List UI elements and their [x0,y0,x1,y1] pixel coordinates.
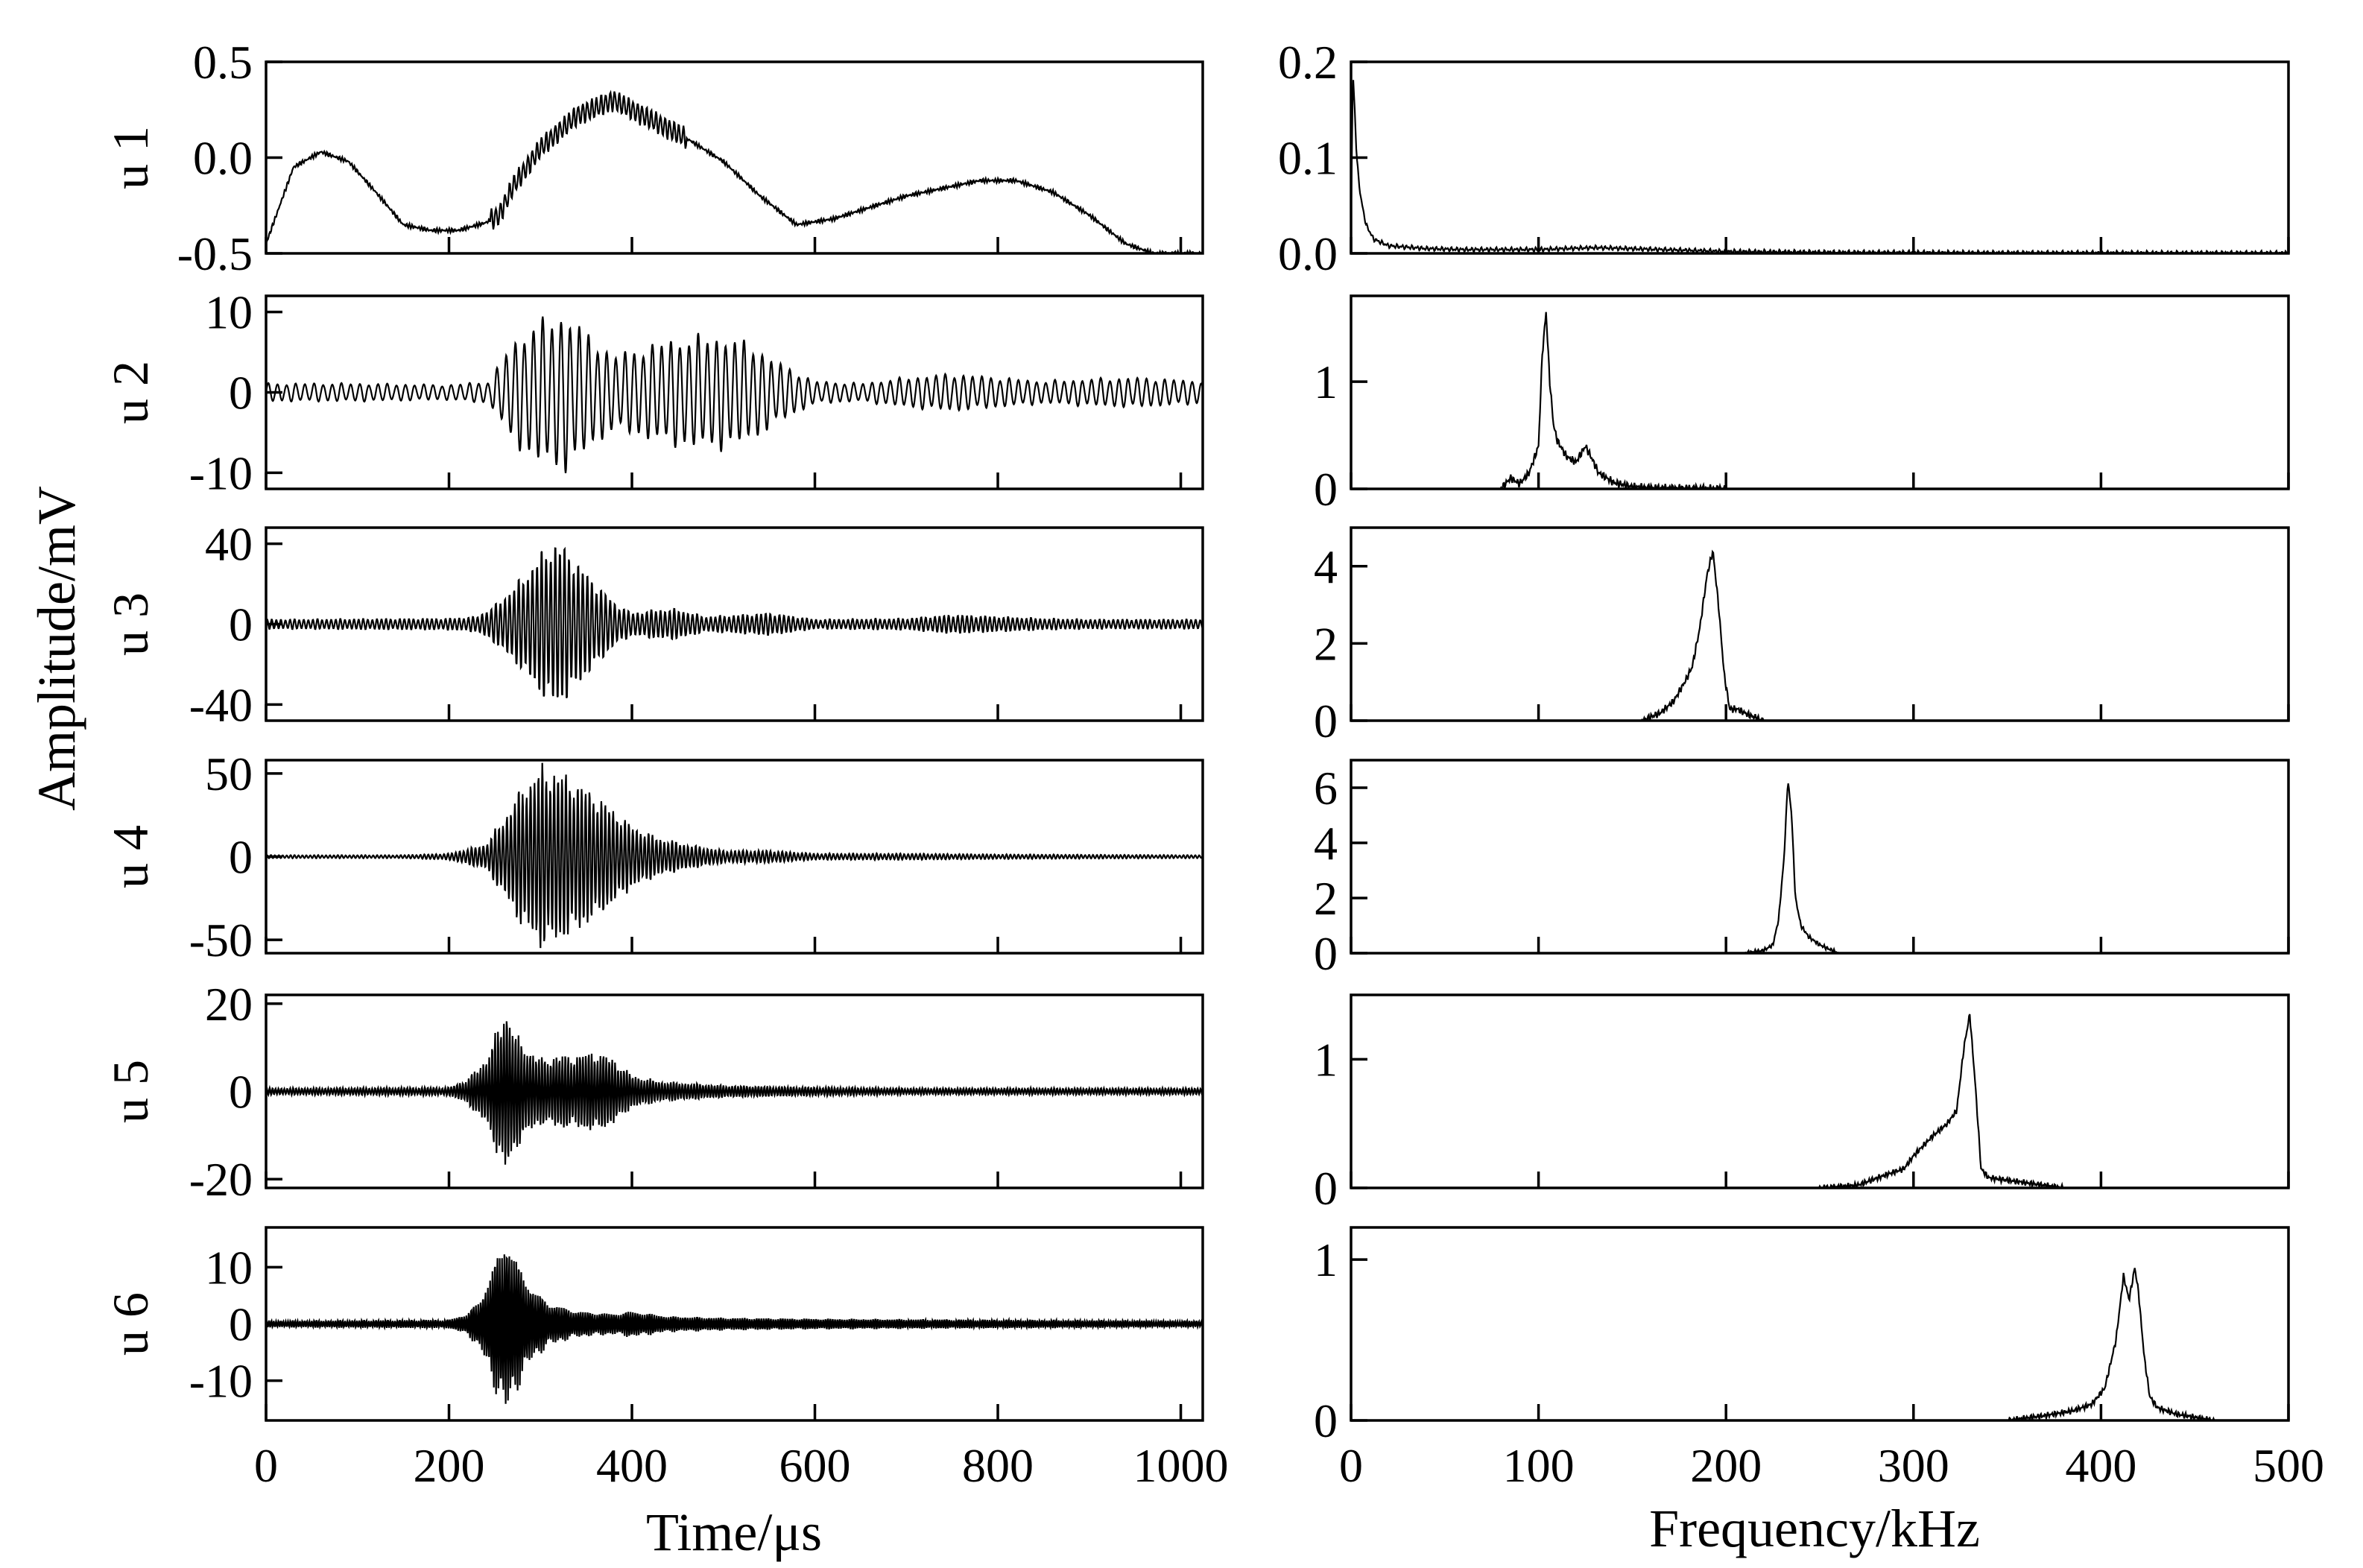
row-label: u 5 [102,1060,159,1123]
plot-frame [1350,993,2290,1189]
x-tick-label: 1000 [1133,1439,1229,1492]
y-tick-label: 0.0 [193,132,253,185]
series-line-time-1 [266,89,1203,253]
row-label: u 2 [102,361,159,424]
y-tick-label: 0 [229,1066,253,1119]
x-tick-label: 0 [254,1439,278,1492]
freq-xlabel: Frequency/kHz [1649,1499,1980,1558]
plot-frame [1350,526,2290,722]
y-tick-label: 0 [229,1298,253,1351]
chart-panel-freq-3: 4 2 0 [1314,526,2290,747]
y-tick-label: 1 [1314,1233,1338,1286]
y-tick-label: 0 [1314,1394,1338,1447]
y-tick-label: 0.2 [1278,36,1338,89]
chart-panel-time-5: 20 0 -20 u 5 [102,978,1204,1206]
y-tick-label: 2 [1314,617,1338,670]
x-tick-label: 400 [596,1439,668,1492]
series-line-time-4 [266,762,1203,949]
y-tick-label: 0 [1314,463,1338,516]
y-tick-label: 10 [205,1241,253,1294]
y-tick-label: -40 [189,678,253,731]
y-tick-label: 50 [205,747,253,800]
chart-panel-freq-6: 0 100 200 300 400 500 1 0 [1314,1226,2324,1492]
shared-ylabel: Amplitude/mV [27,486,86,811]
y-tick-label: 2 [1314,872,1338,925]
series-line-time-5 [266,1021,1203,1165]
series-line-freq-4 [1351,783,2288,953]
x-tick-label: 300 [1878,1439,1949,1492]
y-tick-label: -10 [189,446,253,499]
y-tick-label: 0 [1314,695,1338,747]
y-tick-label: -10 [189,1355,253,1408]
chart-panel-time-3: 40 0 -40 u 3 [102,518,1204,731]
chart-panel-time-4: 50 0 -50 u 4 [102,747,1204,967]
row-label: u 1 [102,126,159,189]
y-tick-label: -20 [189,1153,253,1206]
y-tick-label: 1 [1314,1033,1338,1086]
y-tick-label: 40 [205,518,253,571]
chart-panel-time-1: 0.5 0.0 -0.5 u 1 [102,36,1204,280]
x-tick-label: 400 [2065,1439,2136,1492]
y-tick-label: 4 [1314,540,1338,593]
y-tick-label: 20 [205,978,253,1031]
time-xlabel: Time/μs [646,1502,822,1562]
y-tick-label: 0 [1314,1162,1338,1215]
row-label: u 3 [102,592,159,656]
y-tick-label: -50 [189,914,253,967]
y-tick-label: 0 [229,598,253,651]
series-line-time-3 [266,546,1203,699]
series-line-freq-5 [1351,1014,2288,1188]
y-tick-label: 6 [1314,762,1338,815]
row-label: u 6 [102,1292,159,1356]
y-tick-label: 0 [229,831,253,884]
y-tick-label: 0.1 [1278,132,1338,185]
y-tick-label: 0.0 [1278,227,1338,280]
plot-frame [1350,1226,2290,1422]
y-tick-label: 1 [1314,355,1338,408]
x-tick-label: 600 [779,1439,851,1492]
series-line-freq-6 [1351,1268,2288,1420]
y-tick-label: 0 [229,367,253,420]
chart-panel-freq-2: 10 [1314,294,2290,516]
x-tick-label: 0 [1339,1439,1363,1492]
chart-panel-freq-1: 0.2 0.1 0.0 [1278,36,2290,280]
y-tick-label: 10 [205,286,253,339]
plot-frame [1350,759,2290,955]
y-tick-label: -0.5 [177,227,253,280]
chart-panel-time-2: 10 0 -10 u 2 [102,286,1204,499]
x-tick-label: 200 [1690,1439,1762,1492]
x-tick-label: 200 [414,1439,485,1492]
chart-panel-freq-5: 10 [1314,993,2290,1215]
row-label: u 4 [102,825,159,888]
y-tick-label: 0 [1314,927,1338,980]
x-tick-label: 100 [1503,1439,1575,1492]
y-tick-label: 4 [1314,817,1338,870]
x-tick-label: 500 [2253,1439,2324,1492]
series-line-time-6 [266,1254,1203,1404]
series-line-time-2 [266,316,1203,474]
series-line-freq-2 [1351,312,2288,489]
y-tick-label: 0.5 [193,36,253,89]
plot-frame [1350,294,2290,490]
x-tick-label: 800 [962,1439,1034,1492]
